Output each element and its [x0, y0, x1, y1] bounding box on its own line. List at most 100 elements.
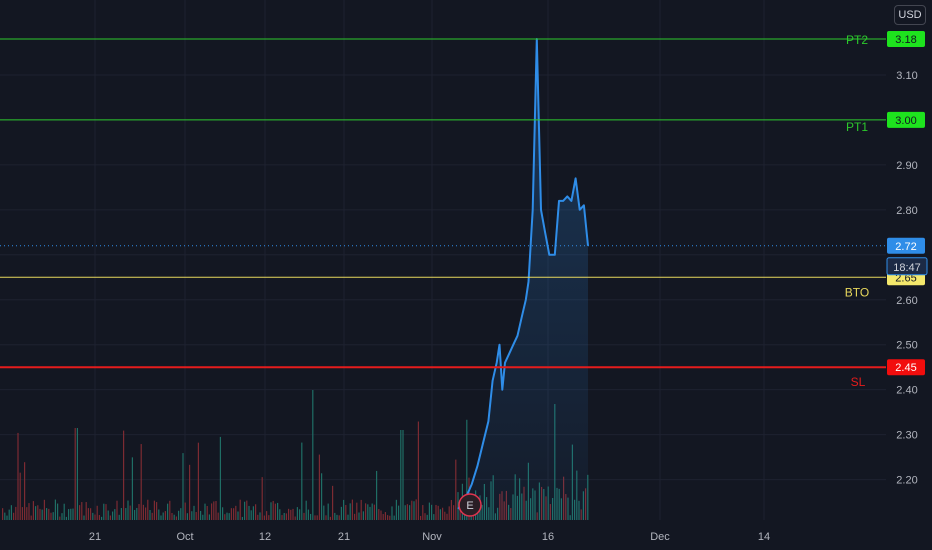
volume-bar — [186, 513, 188, 520]
volume-bar — [94, 514, 96, 520]
volume-bar — [180, 508, 182, 520]
volume-bar — [127, 500, 129, 520]
countdown-bg — [886, 257, 928, 276]
volume-bar — [184, 502, 186, 520]
volume-bar — [296, 507, 298, 520]
volume-bar — [149, 509, 151, 520]
volume-bar — [321, 473, 323, 520]
volume-bar — [431, 504, 433, 520]
price-line[interactable] — [457, 38, 589, 510]
volume-bar — [270, 502, 272, 520]
volume-bar — [158, 509, 160, 520]
volume-bar — [41, 509, 43, 520]
volume-bar — [307, 509, 309, 520]
volume-bar — [87, 508, 89, 520]
volume-bar — [241, 516, 243, 520]
volume-bar — [160, 515, 162, 520]
volume-bar — [63, 503, 65, 520]
volume-bar — [145, 507, 147, 520]
volume-bar — [303, 512, 305, 520]
volume-bar — [6, 515, 8, 520]
volume-bar — [37, 505, 39, 520]
volume-bar — [147, 499, 149, 520]
x-tick-label: 21 — [89, 531, 101, 543]
volume-bar — [65, 516, 67, 520]
volume-bar — [98, 515, 100, 520]
volume-bar — [424, 513, 426, 520]
volume-bar — [76, 428, 78, 520]
volume-bar — [402, 430, 404, 520]
volume-bar — [101, 516, 103, 520]
volume-bar — [387, 515, 389, 520]
volume-bar — [338, 515, 340, 520]
volume-bar — [349, 503, 351, 520]
volume-bar — [200, 510, 202, 520]
volume-bar — [96, 505, 98, 520]
volume-bar — [268, 515, 270, 520]
volume-bar — [362, 511, 364, 520]
volume-bar — [312, 390, 314, 520]
volume-bar — [336, 514, 338, 520]
volume-bar — [266, 511, 268, 520]
volume-bar — [382, 514, 384, 520]
currency-button[interactable]: USD — [894, 5, 926, 25]
volume-bar — [277, 502, 279, 520]
volume-bar — [118, 514, 120, 520]
level-label-sl: SL — [851, 375, 866, 389]
volume-bar — [138, 504, 140, 520]
volume-bar — [222, 507, 224, 520]
volume-bar — [131, 457, 133, 520]
volume-bar — [450, 499, 452, 520]
volume-bar — [327, 503, 329, 520]
volume-bar — [61, 513, 63, 520]
volume-bar — [400, 430, 402, 520]
earnings-event-icon[interactable] — [458, 493, 482, 517]
volume-bar — [373, 504, 375, 520]
volume-bar — [114, 509, 116, 520]
volume-bar — [189, 464, 191, 520]
volume-bar — [140, 444, 142, 520]
volume-bar — [17, 432, 19, 520]
x-tick-label: 16 — [542, 531, 554, 543]
volume-bar — [435, 504, 437, 520]
volume-bar — [279, 509, 281, 520]
volume-bar — [48, 508, 50, 520]
volume-bar — [43, 499, 45, 520]
volume-bar — [439, 509, 441, 520]
volume-bar — [59, 516, 61, 520]
volume-bar — [259, 512, 261, 520]
volume-bar — [378, 509, 380, 520]
volume-bar — [314, 515, 316, 520]
volume-bar — [129, 505, 131, 520]
volume-bar — [290, 509, 292, 520]
volume-bar — [367, 504, 369, 520]
volume-bar — [323, 505, 325, 520]
volume-bar — [294, 516, 296, 520]
volume-bar — [347, 514, 349, 520]
level-label-pt1: PT1 — [846, 120, 868, 134]
volume-bar — [444, 511, 446, 520]
volume-bar — [171, 512, 173, 520]
level-badge-pt1-bg — [887, 111, 925, 128]
volume-bar — [448, 506, 450, 520]
volume-bar — [404, 505, 406, 520]
volume-bar — [340, 506, 342, 520]
volume-bar — [389, 515, 391, 520]
volume-bar — [204, 503, 206, 520]
volume-bar — [263, 515, 265, 520]
y-tick-label: 2.50 — [896, 340, 917, 352]
volume-bar — [8, 509, 10, 520]
y-tick-label: 2.30 — [896, 430, 917, 442]
volume-bar — [413, 501, 415, 520]
volume-bar — [246, 500, 248, 520]
volume-bar — [235, 505, 237, 520]
volume-bar — [4, 512, 6, 520]
volume-bar — [116, 500, 118, 520]
volume-bar — [120, 508, 122, 520]
volume-bar — [329, 516, 331, 520]
volume-bar — [354, 513, 356, 520]
volume-bar — [391, 506, 393, 520]
volume-bar — [79, 505, 81, 520]
volume-bar — [365, 503, 367, 520]
